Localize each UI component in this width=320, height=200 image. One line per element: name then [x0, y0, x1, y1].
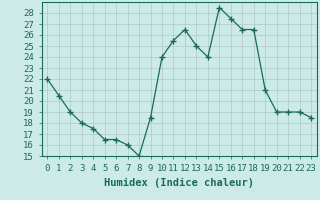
- X-axis label: Humidex (Indice chaleur): Humidex (Indice chaleur): [104, 178, 254, 188]
